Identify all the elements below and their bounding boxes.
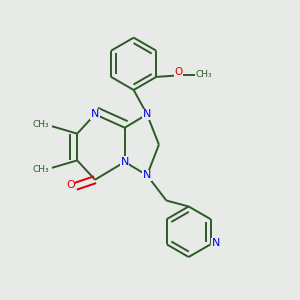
Text: CH₃: CH₃ <box>196 70 212 79</box>
Text: N: N <box>143 170 151 180</box>
Text: CH₃: CH₃ <box>32 120 49 129</box>
Text: N: N <box>212 238 220 248</box>
Text: N: N <box>91 109 99 119</box>
Text: O: O <box>66 180 75 190</box>
Text: N: N <box>143 109 151 119</box>
Text: O: O <box>175 67 183 77</box>
Text: N: N <box>121 157 129 167</box>
Text: CH₃: CH₃ <box>32 165 49 174</box>
